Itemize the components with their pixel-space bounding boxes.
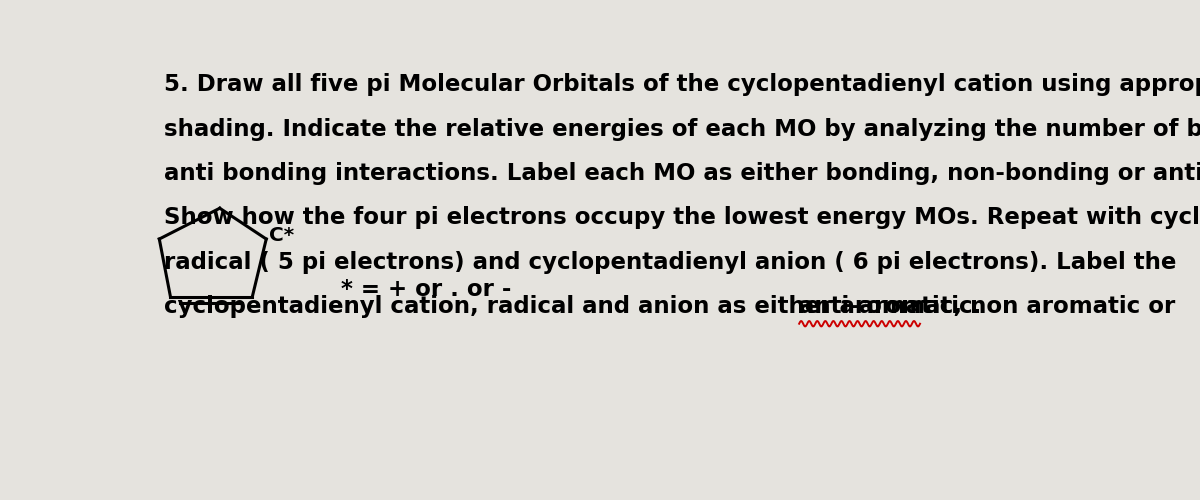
Text: * = + or . or -: * = + or . or - — [341, 278, 511, 300]
Text: cyclopentadienyl cation, radical and anion as either aromatic, non aromatic or: cyclopentadienyl cation, radical and ani… — [164, 295, 1183, 318]
Text: radical ( 5 pi electrons) and cyclopentadienyl anion ( 6 pi electrons). Label th: radical ( 5 pi electrons) and cyclopenta… — [164, 250, 1176, 274]
Text: shading. Indicate the relative energies of each MO by analyzing the number of bo: shading. Indicate the relative energies … — [164, 118, 1200, 141]
Text: 5. Draw all five pi Molecular Orbitals of the cyclopentadienyl cation using appr: 5. Draw all five pi Molecular Orbitals o… — [164, 74, 1200, 96]
Text: anti bonding interactions. Label each MO as either bonding, non-bonding or antib: anti bonding interactions. Label each MO… — [164, 162, 1200, 185]
Text: anti-aromatic.: anti-aromatic. — [799, 295, 982, 318]
Text: Show how the four pi electrons occupy the lowest energy MOs. Repeat with cyclope: Show how the four pi electrons occupy th… — [164, 206, 1200, 230]
Text: C*: C* — [269, 226, 294, 244]
